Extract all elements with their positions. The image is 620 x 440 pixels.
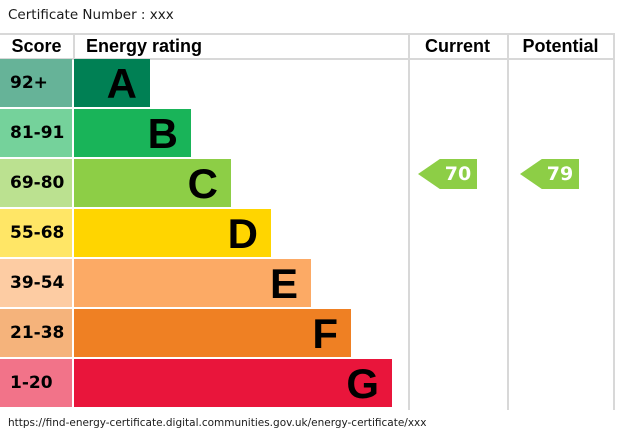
band-letter-c: C [187,160,218,207]
rating-bar-g: G [74,359,392,407]
certificate-number-title: Certificate Number : xxx [8,7,174,23]
energy-rating-header: Energy rating [86,36,203,56]
band-row-e: 39-54 E [0,259,410,307]
score-range-d: 55-68 [0,209,72,257]
band-letter-a: A [106,60,137,107]
energy-rating-chart: Score Energy rating Current Potential 92… [0,33,615,410]
band-letter-e: E [269,260,298,307]
band-letter-f: F [312,310,338,357]
potential-column-divider [507,33,509,410]
potential-rating-value: 79 [546,163,574,185]
potential-rating-arrow: 79 [520,159,579,189]
band-letter-b: B [147,110,178,157]
current-rating-value: 70 [444,163,472,185]
band-letter-g: G [346,360,379,407]
current-header: Current [424,36,490,56]
band-row-c: 69-80 C [0,159,410,207]
score-range-g: 1-20 [0,359,72,407]
rating-bar-a: A [74,59,150,107]
header-bottom-border [0,58,615,60]
score-range-b: 81-91 [0,109,72,157]
bands: 92+ A 81-91 B 69-80 C 55-68 D 39-54 E 21-38 F 1-20 G [0,59,410,409]
score-header: Score [11,36,62,56]
table-top-border [0,33,615,35]
band-row-b: 81-91 B [0,109,410,157]
score-range-e: 39-54 [0,259,72,307]
table-right-border [613,33,615,410]
score-range-a: 92+ [0,59,72,107]
band-row-d: 55-68 D [0,209,410,257]
potential-header: Potential [522,36,599,56]
certificate-url: https://find-energy-certificate.digital.… [8,417,427,429]
band-row-g: 1-20 G [0,359,410,407]
rating-bar-d: D [74,209,271,257]
rating-bar-e: E [74,259,311,307]
score-range-f: 21-38 [0,309,72,357]
band-letter-d: D [227,210,258,257]
rating-bar-b: B [74,109,191,157]
band-row-a: 92+ A [0,59,410,107]
current-column-divider [408,33,410,410]
score-column-divider [73,33,75,58]
current-rating-arrow: 70 [418,159,477,189]
band-row-f: 21-38 F [0,309,410,357]
rating-bar-c: C [74,159,231,207]
score-range-c: 69-80 [0,159,72,207]
rating-bar-f: F [74,309,351,357]
